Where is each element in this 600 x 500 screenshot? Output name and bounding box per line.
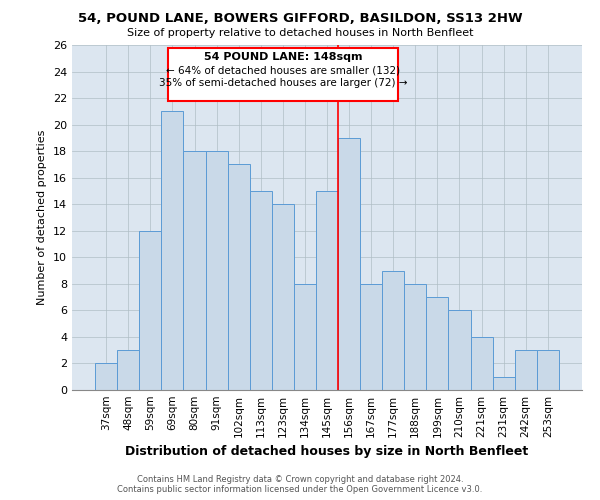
- Bar: [537, 350, 559, 390]
- Bar: [515, 350, 537, 390]
- Bar: [139, 231, 161, 390]
- FancyBboxPatch shape: [168, 48, 398, 100]
- Bar: [448, 310, 470, 390]
- Bar: [95, 364, 117, 390]
- Bar: [493, 376, 515, 390]
- Text: Size of property relative to detached houses in North Benfleet: Size of property relative to detached ho…: [127, 28, 473, 38]
- Bar: [294, 284, 316, 390]
- Bar: [206, 151, 227, 390]
- Text: Contains HM Land Registry data © Crown copyright and database right 2024.
Contai: Contains HM Land Registry data © Crown c…: [118, 474, 482, 494]
- Bar: [470, 337, 493, 390]
- Bar: [227, 164, 250, 390]
- Bar: [117, 350, 139, 390]
- Bar: [360, 284, 382, 390]
- Bar: [382, 270, 404, 390]
- Text: 54, POUND LANE, BOWERS GIFFORD, BASILDON, SS13 2HW: 54, POUND LANE, BOWERS GIFFORD, BASILDON…: [77, 12, 523, 26]
- Bar: [316, 191, 338, 390]
- Bar: [250, 191, 272, 390]
- Y-axis label: Number of detached properties: Number of detached properties: [37, 130, 47, 305]
- Bar: [427, 297, 448, 390]
- Bar: [184, 151, 206, 390]
- X-axis label: Distribution of detached houses by size in North Benfleet: Distribution of detached houses by size …: [125, 446, 529, 458]
- Text: 54 POUND LANE: 148sqm: 54 POUND LANE: 148sqm: [203, 52, 362, 62]
- Bar: [404, 284, 427, 390]
- Bar: [272, 204, 294, 390]
- Text: ← 64% of detached houses are smaller (132): ← 64% of detached houses are smaller (13…: [166, 66, 400, 76]
- Bar: [338, 138, 360, 390]
- Bar: [161, 112, 184, 390]
- Text: 35% of semi-detached houses are larger (72) →: 35% of semi-detached houses are larger (…: [158, 78, 407, 88]
